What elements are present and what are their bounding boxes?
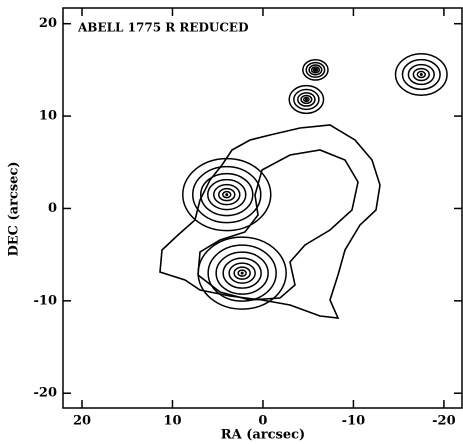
x-tick-label: -10 bbox=[342, 414, 366, 429]
contour bbox=[288, 84, 325, 115]
contour bbox=[192, 165, 262, 224]
x-tick-label: -20 bbox=[432, 414, 456, 429]
contour bbox=[213, 183, 241, 206]
outer-contour bbox=[197, 149, 359, 301]
contour bbox=[222, 190, 232, 199]
source-center bbox=[225, 193, 229, 197]
source-center bbox=[419, 73, 423, 77]
contour bbox=[412, 67, 430, 82]
contour bbox=[218, 187, 236, 202]
contour bbox=[300, 94, 313, 105]
outer-contour bbox=[159, 124, 381, 319]
contour bbox=[308, 64, 323, 76]
contour bbox=[207, 244, 277, 302]
source-center bbox=[304, 97, 308, 101]
contour bbox=[207, 178, 247, 211]
source-center bbox=[240, 271, 244, 275]
contour bbox=[200, 172, 254, 217]
contour bbox=[228, 262, 256, 284]
contour bbox=[401, 58, 441, 91]
plot-frame bbox=[62, 7, 463, 409]
contour bbox=[215, 251, 269, 295]
x-tick-label: 0 bbox=[258, 414, 267, 429]
contour bbox=[310, 66, 321, 74]
x-tick-label: 20 bbox=[73, 414, 91, 429]
source-center bbox=[313, 68, 317, 72]
contour bbox=[233, 266, 251, 280]
contour bbox=[197, 236, 287, 310]
contour bbox=[302, 96, 310, 103]
contour bbox=[407, 63, 435, 86]
x-axis-label: RA (arcsec) bbox=[221, 428, 305, 443]
y-tick-label: -10 bbox=[34, 293, 58, 308]
contour bbox=[416, 70, 426, 79]
y-axis-label: DEC (arcsec) bbox=[7, 161, 22, 256]
y-tick-label: 20 bbox=[39, 16, 57, 31]
y-tick-label: 10 bbox=[39, 109, 57, 124]
contour bbox=[305, 61, 326, 78]
x-tick-label: 10 bbox=[163, 414, 181, 429]
contour bbox=[237, 269, 247, 277]
y-tick-label: -20 bbox=[34, 386, 58, 401]
contour bbox=[394, 52, 448, 97]
chart-title: ABELL 1775 R REDUCED bbox=[77, 21, 248, 35]
contour bbox=[302, 58, 329, 81]
contour bbox=[182, 157, 272, 232]
envelope bbox=[159, 124, 381, 319]
y-tick-label: 0 bbox=[48, 201, 57, 216]
contour bbox=[297, 92, 316, 107]
contour bbox=[222, 257, 262, 289]
contour bbox=[293, 88, 320, 111]
